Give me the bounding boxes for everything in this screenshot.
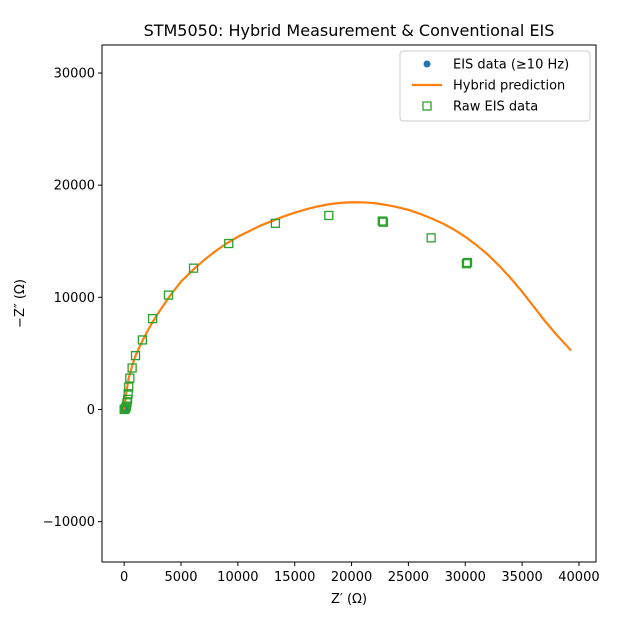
plot-frame bbox=[101, 44, 597, 563]
raw-eis-point bbox=[270, 218, 281, 228]
x-tick-label: 35000 bbox=[501, 570, 542, 585]
series-layer bbox=[119, 201, 572, 415]
raw-eis-point bbox=[188, 263, 199, 273]
raw-eis-point bbox=[124, 382, 134, 392]
raw-eis-point bbox=[224, 238, 234, 249]
y-tick-label: 10000 bbox=[54, 291, 95, 306]
series-1 bbox=[123, 201, 572, 410]
raw-eis-point bbox=[125, 373, 135, 383]
hybrid-prediction-line bbox=[123, 201, 572, 410]
y-tick-label: −10000 bbox=[43, 515, 95, 530]
y-tick-label: 0 bbox=[87, 403, 95, 418]
x-axis-label: Z′ (Ω) bbox=[331, 592, 367, 607]
y-tick-label: 20000 bbox=[54, 179, 95, 194]
raw-eis-point bbox=[378, 217, 389, 227]
chart-title: STM5050: Hybrid Measurement & Convention… bbox=[144, 21, 555, 40]
raw-eis-point bbox=[462, 257, 473, 268]
x-axis: 0 5000 10000 15000 20000 25000 30000 35000 40000 bbox=[120, 562, 600, 585]
x-tick-label: 0 bbox=[120, 570, 128, 585]
x-tick-label: 40000 bbox=[558, 570, 599, 585]
y-axis: −10000 0 10000 20000 30000 bbox=[43, 67, 102, 530]
y-tick-label: 30000 bbox=[54, 67, 95, 82]
raw-eis-point bbox=[123, 389, 133, 399]
raw-eis-point bbox=[120, 404, 130, 414]
x-tick-label: 5000 bbox=[164, 570, 197, 585]
plot-area bbox=[101, 44, 597, 563]
legend-entry-label: Raw EIS data bbox=[453, 100, 538, 115]
x-tick-label: 30000 bbox=[445, 570, 486, 585]
legend-circle-swatch bbox=[423, 60, 431, 68]
legend: EIS data (≥10 Hz) Hybrid prediction Raw EI… bbox=[399, 50, 591, 122]
series-2 bbox=[119, 210, 473, 415]
legend-entry-label: EIS data (≥10 Hz) bbox=[453, 58, 569, 73]
raw-eis-point bbox=[122, 394, 133, 405]
raw-eis-point bbox=[127, 363, 137, 373]
legend-box bbox=[399, 50, 591, 122]
raw-eis-point bbox=[461, 259, 472, 269]
legend-entry-label: Hybrid prediction bbox=[453, 79, 565, 94]
raw-eis-point bbox=[324, 210, 334, 221]
raw-eis-point bbox=[130, 350, 141, 361]
y-axis-label: −Z″ (Ω) bbox=[13, 279, 28, 328]
x-tick-label: 10000 bbox=[217, 570, 258, 585]
raw-eis-point bbox=[137, 335, 148, 345]
x-tick-label: 15000 bbox=[274, 570, 315, 585]
raw-eis-point bbox=[426, 233, 436, 243]
raw-eis-point bbox=[147, 313, 158, 324]
legend-square-swatch bbox=[422, 101, 432, 111]
raw-eis-point bbox=[163, 290, 174, 300]
x-tick-label: 20000 bbox=[331, 570, 372, 585]
x-tick-label: 25000 bbox=[388, 570, 429, 585]
raw-eis-point bbox=[377, 216, 387, 226]
